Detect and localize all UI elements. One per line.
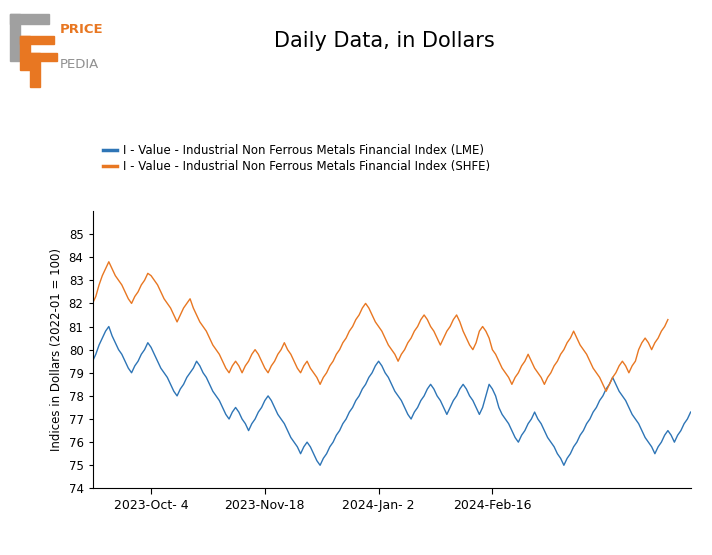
Bar	[29, 53, 57, 62]
Legend: I - Value - Industrial Non Ferrous Metals Financial Index (LME), I - Value - Ind: I - Value - Industrial Non Ferrous Metal…	[98, 139, 495, 178]
Text: PEDIA: PEDIA	[59, 58, 99, 70]
Y-axis label: Indices in Dollars (2022-01 = 100): Indices in Dollars (2022-01 = 100)	[50, 248, 63, 451]
Bar	[10, 14, 19, 62]
Text: PRICE: PRICE	[59, 23, 103, 36]
Bar	[20, 36, 30, 70]
Bar	[10, 14, 50, 24]
Bar	[20, 36, 54, 44]
Bar	[29, 53, 39, 87]
Text: Daily Data, in Dollars: Daily Data, in Dollars	[274, 31, 495, 51]
